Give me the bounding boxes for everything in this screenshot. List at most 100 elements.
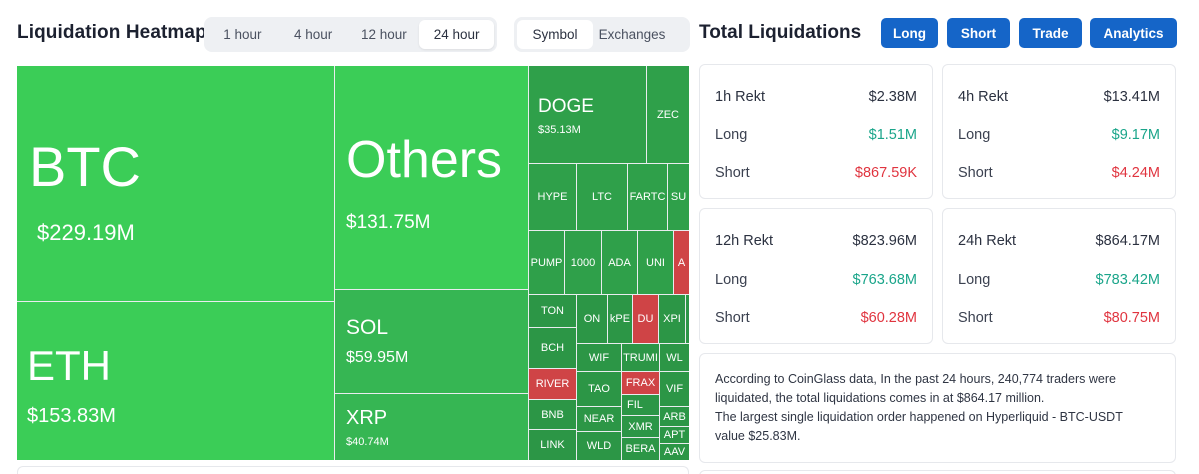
tile-a[interactable]: A xyxy=(674,231,689,294)
tile-bnb[interactable]: BNB xyxy=(529,400,576,429)
tile-value: $40.74M xyxy=(346,436,389,448)
tile-hype[interactable]: HYPE xyxy=(529,164,576,230)
card-24h: 24h Rekt $864.17M Long $783.42M Short $8… xyxy=(942,208,1176,344)
short-value: $4.24M xyxy=(1111,165,1160,181)
tile-xpl[interactable]: XPI xyxy=(659,295,685,343)
page-title: Liquidation Heatmap xyxy=(17,22,207,43)
tile-frax[interactable]: FRAX xyxy=(622,372,659,394)
next-card-edge xyxy=(699,470,1176,474)
tile-kpepe[interactable]: kPE xyxy=(608,295,632,343)
summary-line: The largest single liquidation order hap… xyxy=(715,410,1123,424)
tile-symbol: TON xyxy=(540,305,565,317)
tile-ltc[interactable]: LTC xyxy=(577,164,627,230)
tile-symbol: ON xyxy=(583,313,601,325)
tile-symbol: TRUMI xyxy=(623,351,658,364)
tile-symbol: LINK xyxy=(540,439,565,451)
tile-zec[interactable]: ZEC xyxy=(647,66,689,163)
tile-du[interactable]: DU xyxy=(633,295,658,343)
tile-symbol: SOL xyxy=(346,316,389,339)
tile-sol[interactable]: SOL $59.95M xyxy=(335,290,528,393)
tile-link[interactable]: LINK xyxy=(529,430,576,460)
tile-xrp[interactable]: XRP $40.74M xyxy=(335,394,528,460)
tile-wld[interactable]: WLD xyxy=(577,432,621,460)
card-12h: 12h Rekt $823.96M Long $763.68M Short $6… xyxy=(699,208,933,344)
card-label: 24h Rekt xyxy=(958,233,1017,249)
tile-symbol: FRAX xyxy=(625,377,656,389)
tile-value: $131.75M xyxy=(346,212,431,233)
tile-bch[interactable]: BCH xyxy=(529,328,576,368)
tile-symbol: RIVER xyxy=(535,378,570,390)
card-label: 4h Rekt xyxy=(958,89,1008,105)
card-label: 1h Rekt xyxy=(715,89,765,105)
tile-symbol: UNI xyxy=(646,256,665,269)
short-button[interactable]: Short xyxy=(947,18,1010,48)
tile-eth[interactable]: ETH $153.83M xyxy=(17,302,334,460)
tile-1000[interactable]: 1000 xyxy=(565,231,601,294)
tile-doge[interactable]: DOGE $35.13M xyxy=(529,66,646,163)
tile-btc[interactable]: BTC $229.19M xyxy=(17,66,334,301)
tile-bera[interactable]: BERA xyxy=(622,438,659,460)
tile-symbol: SU xyxy=(670,191,687,203)
tile-tao[interactable]: TAO xyxy=(577,372,621,406)
tile-symbol: BTC xyxy=(29,135,141,198)
view-selector: Symbol Exchanges xyxy=(514,17,690,52)
tab-exchanges[interactable]: Exchanges xyxy=(598,27,666,42)
tile-symbol: FARTC xyxy=(629,191,666,203)
tile-fartcoin[interactable]: FARTC xyxy=(628,164,667,230)
tile-symbol: XMR xyxy=(628,420,653,433)
tile-aave[interactable]: AAV xyxy=(660,444,689,460)
tile-symbol: XRP xyxy=(346,407,388,429)
card-total: $13.41M xyxy=(1103,89,1160,105)
tile-near[interactable]: NEAR xyxy=(577,407,621,431)
tile-wlfi[interactable]: WL xyxy=(660,344,689,371)
tile-symbol: WIF xyxy=(588,351,610,364)
tab-1-hour[interactable]: 1 hour xyxy=(223,27,262,42)
tile-pump[interactable]: PUMP xyxy=(529,231,564,294)
tile-symbol: BERA xyxy=(625,443,656,455)
long-value: $783.42M xyxy=(1095,272,1161,288)
summary-line: value $25.83M. xyxy=(715,429,801,443)
next-panel-edge xyxy=(17,466,689,474)
tab-24-hour[interactable]: 24 hour xyxy=(419,20,494,49)
tile-xmr[interactable]: XMR xyxy=(622,416,659,437)
tile-symbol: ADA xyxy=(608,256,631,269)
tile-virtual[interactable]: VIF xyxy=(660,372,689,406)
tab-symbol[interactable]: Symbol xyxy=(517,20,593,49)
tile-symbol: ETH xyxy=(27,342,111,389)
tab-12-hour[interactable]: 12 hour xyxy=(361,27,407,42)
tile-symbol: WL xyxy=(666,351,683,364)
tile-uni[interactable]: UNI xyxy=(638,231,673,294)
analytics-button[interactable]: Analytics xyxy=(1090,18,1177,48)
tile-ada[interactable]: ADA xyxy=(602,231,637,294)
tile-symbol: 1000 xyxy=(570,256,596,269)
tile-value: $59.95M xyxy=(346,349,409,366)
long-label: Long xyxy=(958,272,991,288)
tile-trump[interactable]: TRUMI xyxy=(622,344,659,371)
trade-button[interactable]: Trade xyxy=(1019,18,1082,48)
tile-symbol: ARB xyxy=(663,410,686,423)
tile-symbol: APT xyxy=(663,429,686,441)
long-button[interactable]: Long xyxy=(881,18,938,48)
card-total: $864.17M xyxy=(1095,233,1161,249)
tile-symbol: DU xyxy=(637,313,654,325)
tile-arb[interactable]: ARB xyxy=(660,407,689,426)
tile-fil[interactable]: FIL xyxy=(622,395,659,415)
tile-tiny[interactable] xyxy=(686,295,689,343)
tile-others[interactable]: Others $131.75M xyxy=(335,66,528,289)
tile-on[interactable]: ON xyxy=(577,295,607,343)
tile-sui[interactable]: SU xyxy=(668,164,689,230)
card-label: 12h Rekt xyxy=(715,233,774,249)
long-value: $1.51M xyxy=(868,127,917,143)
tab-4-hour[interactable]: 4 hour xyxy=(294,27,333,42)
tile-symbol: DOGE xyxy=(538,96,594,117)
summary-line: liquidated, the total liquidations comes… xyxy=(715,391,1045,405)
tile-ton[interactable]: TON xyxy=(529,295,576,327)
total-liquidations-title: Total Liquidations xyxy=(699,22,862,43)
short-label: Short xyxy=(715,165,750,181)
long-value: $9.17M xyxy=(1111,127,1160,143)
tile-wif[interactable]: WIF xyxy=(577,344,621,371)
tile-river[interactable]: RIVER xyxy=(529,369,576,399)
tile-symbol: XPI xyxy=(663,313,681,325)
tile-apt[interactable]: APT xyxy=(660,427,689,443)
